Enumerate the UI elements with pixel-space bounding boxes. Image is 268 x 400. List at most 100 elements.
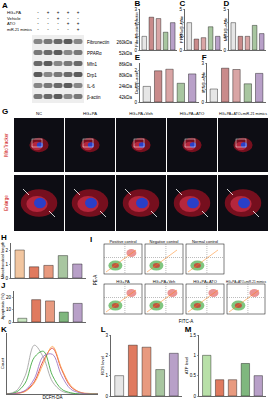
svg-text:+: + — [57, 16, 60, 21]
svg-text:Fibronectin/β-actin: Fibronectin/β-actin — [134, 12, 139, 47]
svg-text:PPARα: PPARα — [87, 51, 102, 56]
svg-text:H: H — [1, 234, 7, 242]
svg-text:FITC-A: FITC-A — [179, 319, 194, 324]
svg-text:0: 0 — [134, 100, 137, 105]
svg-text:-: - — [37, 27, 39, 32]
svg-text:Count: Count — [0, 357, 5, 369]
svg-text:2: 2 — [201, 74, 204, 79]
svg-text:Positive control: Positive control — [109, 239, 136, 244]
svg-text:1: 1 — [223, 20, 226, 25]
svg-text:0: 0 — [5, 276, 8, 281]
svg-text:Fibronectin: Fibronectin — [87, 40, 110, 45]
svg-text:2: 2 — [134, 20, 137, 25]
svg-text:3: 3 — [134, 7, 137, 12]
svg-text:B: B — [134, 0, 140, 8]
svg-text:80kDa: 80kDa — [119, 73, 133, 78]
svg-text:Normal control: Normal control — [192, 239, 218, 244]
svg-text:PE-A: PE-A — [93, 275, 98, 286]
svg-text:0: 0 — [134, 48, 137, 53]
svg-text:0.5: 0.5 — [179, 34, 182, 39]
svg-text:E: E — [135, 54, 141, 62]
svg-text:-: - — [47, 21, 49, 26]
svg-text:-: - — [47, 16, 49, 21]
svg-text:Enlarge: Enlarge — [4, 195, 9, 211]
svg-text:L: L — [101, 326, 106, 334]
svg-text:MitoTracker: MitoTracker — [4, 133, 9, 157]
svg-text:DCFH-DA: DCFH-DA — [42, 395, 62, 400]
svg-text:ATP level: ATP level — [184, 357, 189, 375]
svg-text:1: 1 — [201, 87, 204, 92]
svg-text:86kDa: 86kDa — [119, 62, 133, 67]
svg-text:2: 2 — [5, 248, 8, 253]
svg-text:J: J — [1, 282, 5, 290]
svg-text:Drp1: Drp1 — [87, 73, 97, 78]
svg-text:I: I — [90, 235, 92, 244]
svg-text:-: - — [47, 27, 49, 32]
svg-text:ROS level: ROS level — [100, 356, 105, 375]
svg-text:Apoptosis (%): Apoptosis (%) — [0, 293, 5, 320]
svg-text:HG+PA+Veh: HG+PA+Veh — [129, 111, 153, 116]
svg-text:-: - — [37, 10, 39, 15]
svg-text:52kDa: 52kDa — [119, 51, 133, 56]
svg-text:1: 1 — [193, 353, 196, 358]
svg-text:1: 1 — [179, 20, 182, 25]
svg-text:HG+PA+Veh: HG+PA+Veh — [153, 279, 176, 284]
svg-text:0.5: 0.5 — [190, 373, 197, 378]
svg-text:42kDa: 42kDa — [119, 95, 133, 100]
svg-text:2: 2 — [134, 68, 137, 73]
svg-text:HG+PA: HG+PA — [116, 279, 130, 284]
svg-text:0: 0 — [179, 48, 182, 53]
svg-text:F: F — [202, 54, 207, 62]
svg-text:+: + — [67, 10, 70, 15]
svg-text:Mitochondrial length: Mitochondrial length — [0, 241, 5, 279]
svg-text:+: + — [47, 10, 50, 15]
svg-text:-: - — [67, 27, 69, 32]
svg-text:-: - — [57, 21, 59, 26]
svg-text:HG+PA+ATO: HG+PA+ATO — [193, 279, 217, 284]
svg-text:0: 0 — [8, 320, 11, 325]
svg-text:20: 20 — [6, 295, 12, 300]
svg-text:Negative control: Negative control — [150, 239, 179, 244]
svg-text:-: - — [57, 27, 59, 32]
svg-text:3: 3 — [105, 333, 108, 338]
svg-text:Mfn1: Mfn1 — [87, 62, 98, 67]
svg-text:NC: NC — [36, 111, 42, 116]
svg-text:Drp1/β-actin: Drp1/β-actin — [134, 70, 139, 94]
svg-text:0: 0 — [105, 394, 108, 399]
svg-text:0: 0 — [193, 394, 196, 399]
svg-text:+: + — [77, 10, 80, 15]
svg-text:G: G — [2, 107, 8, 116]
svg-text:IL-6/β-actin: IL-6/β-actin — [201, 71, 206, 93]
svg-text:-: - — [77, 16, 79, 21]
svg-text:A: A — [2, 1, 8, 10]
svg-text:24kDa: 24kDa — [119, 84, 133, 89]
svg-text:β-actin: β-actin — [87, 95, 101, 100]
svg-text:260kDa: 260kDa — [116, 40, 132, 45]
svg-text:+: + — [57, 10, 60, 15]
svg-text:0: 0 — [201, 100, 204, 105]
svg-text:C: C — [179, 0, 185, 8]
svg-text:PPARα/β-actin: PPARα/β-actin — [179, 15, 184, 43]
svg-text:1: 1 — [134, 34, 137, 39]
svg-text:1.5: 1.5 — [179, 7, 182, 12]
svg-text:2: 2 — [105, 353, 108, 358]
svg-text:1.5: 1.5 — [223, 7, 226, 12]
svg-text:1.5: 1.5 — [190, 333, 197, 338]
svg-text:-: - — [37, 16, 39, 21]
svg-text:-: - — [37, 21, 39, 26]
svg-text:HG+PA+ATO: HG+PA+ATO — [180, 111, 205, 116]
svg-text:M: M — [185, 326, 192, 334]
svg-text:D: D — [223, 0, 229, 8]
svg-text:3: 3 — [201, 61, 204, 66]
svg-text:Vehicle: Vehicle — [7, 16, 21, 21]
svg-text:0.5: 0.5 — [223, 34, 226, 39]
svg-text:1: 1 — [134, 84, 137, 89]
svg-text:HG+PA+ATO+miR-21 mimics: HG+PA+ATO+miR-21 mimics — [219, 111, 267, 116]
svg-text:HG+PA: HG+PA — [7, 10, 21, 15]
svg-text:-: - — [67, 16, 69, 21]
svg-text:1: 1 — [105, 373, 108, 378]
svg-text:+: + — [77, 27, 80, 32]
svg-text:K: K — [1, 326, 7, 334]
svg-text:+: + — [67, 21, 70, 26]
svg-text:HG+PA+ATO+miR-21 mimics: HG+PA+ATO+miR-21 mimics — [226, 279, 266, 284]
